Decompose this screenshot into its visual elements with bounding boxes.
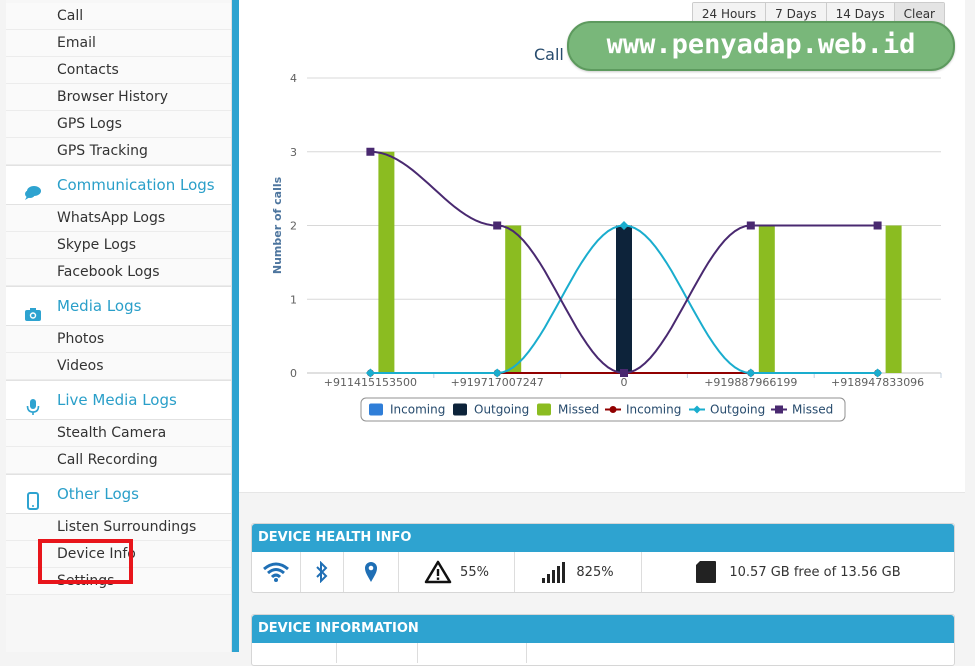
x-tick-label: +911415153500: [324, 376, 417, 389]
legend-label: Missed: [792, 403, 833, 417]
legend-swatch-bar: [453, 403, 467, 416]
device-health-panel: DEVICE HEALTH INFO: [251, 523, 955, 593]
wifi-icon: [263, 562, 289, 582]
y-axis-label: Number of calls: [271, 176, 284, 274]
sidebar: Call Email Contacts Browser History GPS Logs…: [6, 0, 232, 652]
marker-diamond-outgoing: [746, 368, 756, 378]
x-tick-label: +919717007247: [451, 376, 544, 389]
legend-marker-square: [775, 405, 783, 414]
sidebar-item-gps-logs[interactable]: GPS Logs: [6, 111, 231, 138]
x-tick-label: +919887966199: [704, 376, 797, 389]
settings-highlight-box: [38, 539, 133, 584]
sidebar-item-call[interactable]: Call: [6, 3, 231, 30]
sidebar-section-label: Other Logs: [57, 485, 139, 503]
device-information-title: DEVICE INFORMATION: [252, 615, 954, 643]
sidebar-section-media-logs[interactable]: Media Logs: [6, 286, 231, 326]
sidebar-section-label: Communication Logs: [57, 176, 215, 194]
sidebar-divider: [232, 0, 239, 652]
legend-label: Incoming: [626, 403, 681, 417]
sidebar-item-listen-surroundings[interactable]: Listen Surroundings: [6, 514, 231, 541]
sidebar-item-call-recording[interactable]: Call Recording: [6, 447, 231, 474]
signal-bars-icon: [542, 562, 566, 583]
battery-value: 55%: [460, 564, 489, 580]
legend-swatch-bar: [369, 403, 383, 416]
bar-missed: [378, 151, 395, 373]
battery-status: 55%: [399, 552, 515, 592]
sidebar-section-other-logs[interactable]: Other Logs: [6, 474, 231, 514]
marker-diamond-outgoing: [365, 368, 375, 378]
x-tick-label: +918947833096: [831, 376, 924, 389]
camera-icon: [24, 298, 42, 321]
marker-diamond-outgoing: [873, 368, 883, 378]
sidebar-item-skype-logs[interactable]: Skype Logs: [6, 232, 231, 259]
marker-square-missed: [746, 221, 755, 230]
marker-square-missed: [366, 147, 375, 156]
device-health-title: DEVICE HEALTH INFO: [252, 524, 954, 552]
sidebar-section-label: Live Media Logs: [57, 391, 177, 409]
call-details-chart: 0 1 2 3 4 Number of calls +911415153500 +919717…: [271, 72, 942, 422]
marker-diamond-outgoing: [492, 368, 502, 378]
location-status: [344, 552, 399, 592]
location-pin-icon: [365, 562, 377, 582]
wifi-status: [252, 552, 301, 592]
marker-square-missed: [620, 369, 628, 377]
legend-label: Outgoing: [474, 403, 529, 417]
y-tick-label: 3: [290, 146, 297, 159]
microphone-icon: [24, 392, 42, 415]
bar-missed: [505, 225, 522, 373]
storage-value: 10.57 GB free of 13.56 GB: [729, 564, 901, 580]
marker-square-missed: [493, 221, 502, 230]
marker-square-missed: [873, 221, 882, 230]
bar-outgoing: [616, 225, 632, 373]
legend-marker-circle: [609, 406, 617, 413]
bar-missed: [758, 225, 775, 373]
sidebar-section-communication-logs[interactable]: Communication Logs: [6, 165, 231, 205]
sidebar-item-photos[interactable]: Photos: [6, 326, 231, 353]
signal-status: 825%: [515, 552, 642, 592]
chat-icon: [24, 177, 42, 200]
sidebar-item-videos[interactable]: Videos: [6, 353, 231, 380]
bluetooth-icon: [316, 561, 328, 583]
legend-label: Outgoing: [710, 403, 765, 417]
legend-marker-diamond: [693, 405, 701, 414]
sidebar-item-contacts[interactable]: Contacts: [6, 57, 231, 84]
legend-label: Incoming: [390, 403, 445, 417]
legend-label: Missed: [558, 403, 599, 417]
legend-swatch-bar: [537, 403, 551, 416]
watermark: www.penyadap.web.id: [567, 21, 955, 71]
sidebar-section-label: Media Logs: [57, 297, 142, 315]
marker-diamond-outgoing: [619, 221, 629, 230]
signal-value: 825%: [576, 564, 614, 580]
y-tick-label: 0: [290, 367, 297, 380]
sidebar-section-live-media-logs[interactable]: Live Media Logs: [6, 380, 231, 420]
sidebar-item-stealth-camera[interactable]: Stealth Camera: [6, 420, 231, 447]
warning-icon: [424, 560, 452, 584]
bar-missed: [885, 225, 902, 373]
sidebar-item-email[interactable]: Email: [6, 30, 231, 57]
device-information-panel: DEVICE INFORMATION: [251, 614, 955, 666]
y-tick-label: 1: [290, 293, 297, 306]
sidebar-item-facebook-logs[interactable]: Facebook Logs: [6, 259, 231, 286]
bluetooth-status: [301, 552, 344, 592]
sidebar-item-gps-tracking[interactable]: GPS Tracking: [6, 138, 231, 165]
sd-card-icon: [696, 561, 717, 583]
phone-icon: [24, 486, 42, 510]
sidebar-item-browser-history[interactable]: Browser History: [6, 84, 231, 111]
legend-box: [360, 397, 846, 422]
storage-status: 10.57 GB free of 13.56 GB: [642, 552, 954, 592]
y-tick-label: 4: [290, 72, 297, 85]
x-tick-label: 0: [621, 376, 628, 389]
sidebar-item-whatsapp-logs[interactable]: WhatsApp Logs: [6, 205, 231, 232]
sidebar-item-device-info[interactable]: Device Info: [6, 541, 231, 568]
y-tick-label: 2: [290, 220, 297, 233]
